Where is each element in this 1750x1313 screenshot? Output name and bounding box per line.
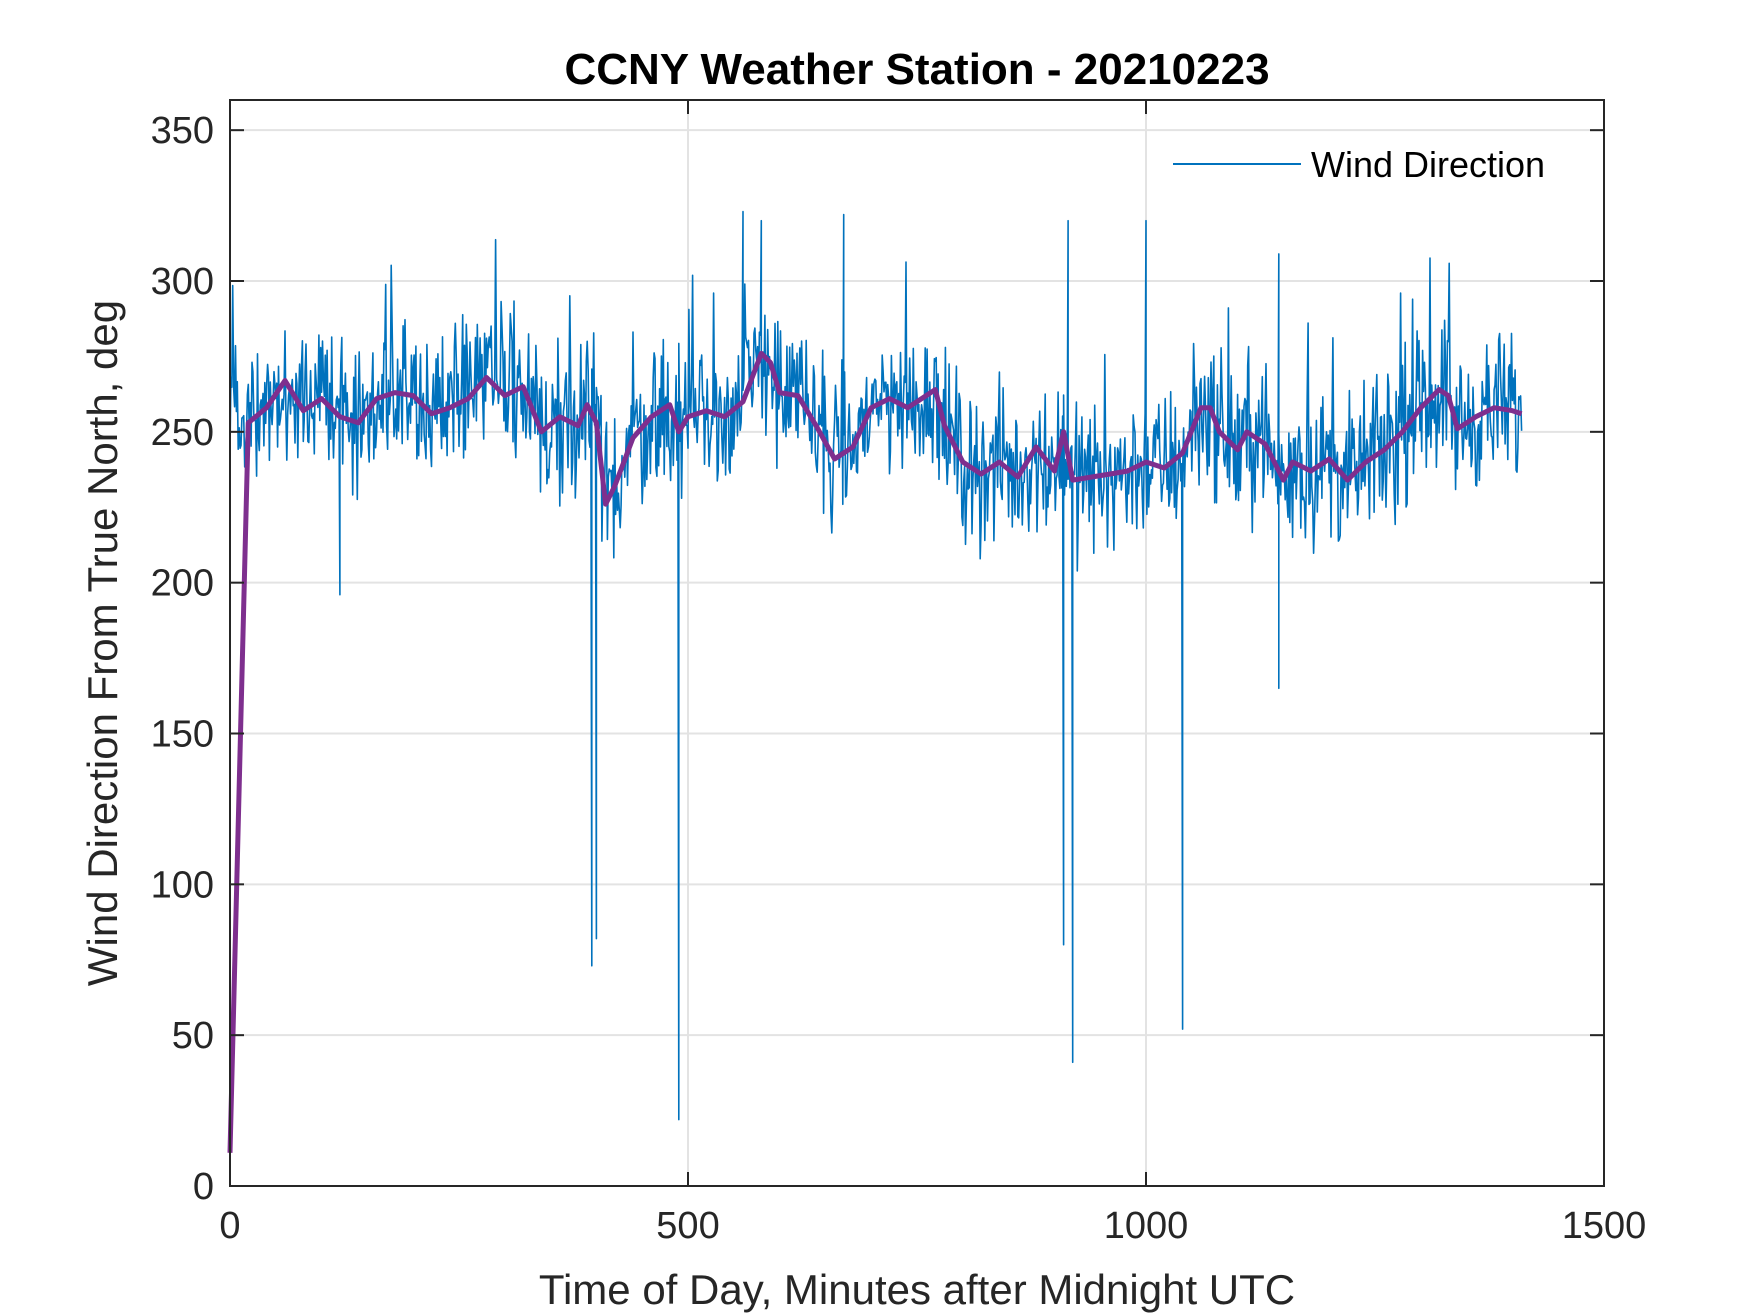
x-tick-labels: 0 500 1000 1500 (219, 1205, 1646, 1247)
series-wind-direction (229, 210, 1523, 1121)
moving-average-line (227, 350, 1523, 1153)
y-tick-label: 250 (151, 412, 214, 454)
chart-title: CCNY Weather Station - 20210223 (564, 45, 1269, 94)
plot-frame (229, 99, 1605, 1187)
y-tick-labels: 0 50 100 150 200 250 300 350 (151, 110, 214, 1208)
x-tick-label: 500 (656, 1205, 719, 1247)
y-tick-label: 300 (151, 261, 214, 303)
y-tick-label: 200 (151, 563, 214, 605)
series-moving-average (227, 350, 1523, 1153)
y-axis-label: Wind Direction From True North, deg (79, 300, 126, 986)
plot-area (230, 100, 1604, 1186)
x-axis-label: Time of Day, Minutes after Midnight UTC (539, 1266, 1295, 1313)
x-tick-label: 1500 (1562, 1205, 1647, 1247)
y-tick-label: 100 (151, 864, 214, 906)
axis-ticks (229, 100, 1605, 1187)
legend: Wind Direction (1173, 144, 1545, 185)
legend-label-wind-direction: Wind Direction (1311, 144, 1545, 185)
y-tick-label: 350 (151, 110, 214, 152)
y-tick-label: 50 (172, 1015, 214, 1057)
y-tick-label: 150 (151, 714, 214, 756)
wind-direction-line (229, 210, 1523, 1121)
y-tick-label: 0 (193, 1166, 214, 1208)
x-tick-label: 0 (219, 1205, 240, 1247)
x-tick-label: 1000 (1104, 1205, 1189, 1247)
